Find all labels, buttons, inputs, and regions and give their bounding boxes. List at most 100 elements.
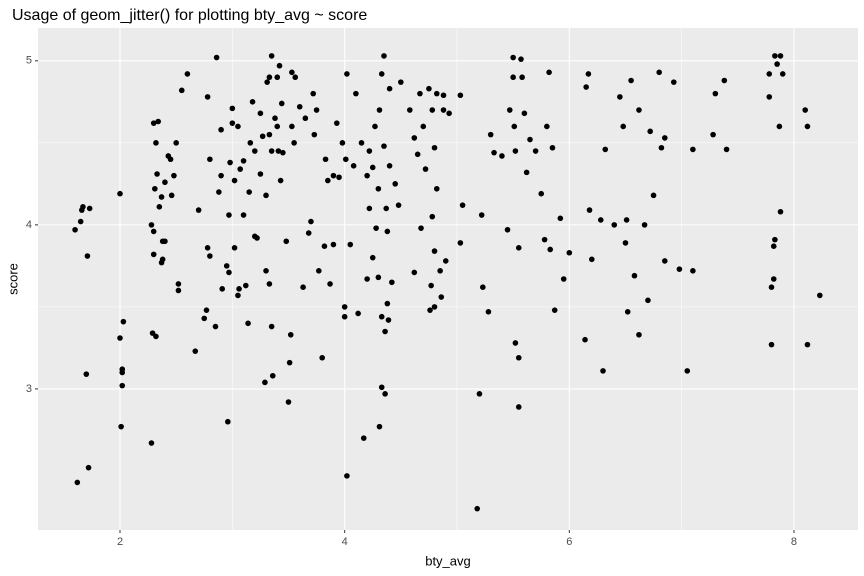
point <box>585 71 592 77</box>
point <box>676 266 683 272</box>
point <box>117 335 123 341</box>
x-tick-label: 8 <box>791 536 797 548</box>
point <box>327 281 333 287</box>
point <box>213 54 220 61</box>
point <box>620 123 627 130</box>
point <box>296 103 303 110</box>
point <box>459 202 466 208</box>
point <box>173 140 179 146</box>
grid <box>38 28 858 530</box>
point <box>225 418 231 425</box>
point <box>175 281 182 287</box>
point <box>341 304 348 310</box>
point <box>283 238 290 245</box>
point <box>254 235 260 241</box>
point <box>353 90 359 97</box>
point <box>491 149 497 156</box>
point <box>268 148 275 154</box>
point <box>321 243 328 249</box>
point <box>817 292 823 299</box>
point <box>216 189 222 195</box>
point <box>227 159 233 166</box>
point <box>218 172 224 179</box>
point <box>339 140 346 146</box>
point <box>263 192 269 199</box>
point <box>647 128 653 135</box>
point <box>519 74 525 81</box>
point <box>521 110 528 117</box>
point <box>499 153 505 159</box>
point <box>429 107 436 113</box>
point <box>549 144 556 151</box>
point <box>178 87 185 94</box>
point <box>631 272 638 279</box>
point <box>658 144 665 151</box>
point <box>623 217 630 223</box>
point <box>257 171 264 177</box>
point <box>478 212 485 218</box>
point <box>219 286 226 292</box>
point <box>474 505 481 512</box>
point <box>167 156 174 163</box>
point <box>235 292 241 299</box>
point <box>74 479 81 486</box>
point <box>772 236 778 243</box>
point <box>376 107 383 113</box>
point <box>274 74 281 81</box>
point <box>369 164 376 171</box>
point <box>360 435 367 441</box>
point <box>515 245 522 251</box>
point <box>203 307 210 313</box>
point <box>512 340 519 346</box>
point <box>768 284 775 291</box>
point <box>286 359 293 366</box>
point <box>538 190 545 197</box>
point <box>440 107 447 113</box>
point <box>582 336 588 343</box>
point <box>159 256 166 263</box>
point <box>289 123 295 130</box>
point <box>422 166 429 172</box>
point <box>264 79 270 85</box>
point <box>378 384 385 391</box>
point <box>804 341 811 348</box>
point <box>162 179 168 186</box>
point <box>262 379 268 386</box>
point <box>355 310 361 317</box>
point <box>249 99 256 105</box>
point <box>268 323 275 330</box>
point <box>229 105 236 112</box>
point <box>168 192 175 199</box>
point <box>289 69 295 76</box>
point <box>428 282 434 289</box>
point <box>523 169 530 176</box>
point <box>766 94 773 100</box>
point <box>411 269 418 276</box>
y-axis-label: score <box>5 263 20 295</box>
point <box>376 423 383 430</box>
point <box>551 307 558 313</box>
point <box>586 207 593 213</box>
point <box>420 123 427 130</box>
point <box>384 300 391 307</box>
point <box>602 146 609 153</box>
point <box>275 148 282 154</box>
point <box>280 149 286 156</box>
point <box>661 258 668 264</box>
point <box>770 243 777 249</box>
point <box>155 118 161 125</box>
point <box>259 133 266 140</box>
point <box>504 226 511 233</box>
point <box>277 177 284 184</box>
point <box>366 205 373 212</box>
point <box>266 131 273 138</box>
point <box>330 172 337 179</box>
point <box>566 249 573 256</box>
point <box>487 131 494 138</box>
point <box>381 53 387 59</box>
point <box>119 382 126 389</box>
point <box>457 240 464 246</box>
point <box>269 372 276 379</box>
point <box>153 333 159 340</box>
point <box>392 181 399 187</box>
